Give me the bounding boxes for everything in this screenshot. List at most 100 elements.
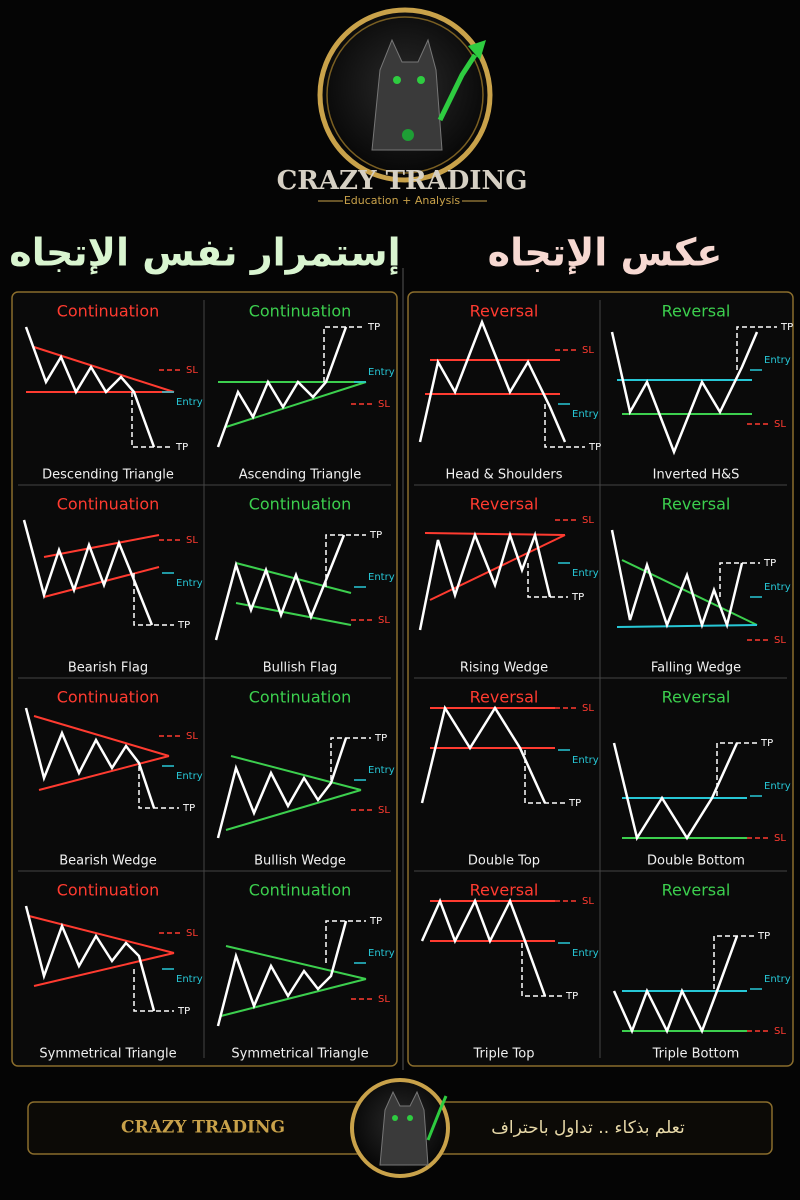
pattern-cell: Continuation SL Entry TP Bearish Wedge	[24, 688, 203, 869]
price-line	[24, 905, 156, 1012]
footer-brand: CRAZY TRADING	[121, 1118, 285, 1138]
entry-label: Entry	[764, 355, 791, 366]
pattern-cell: Continuation SL Entry TP Bullish Flag	[214, 495, 395, 676]
pattern-cell: Continuation SL Entry TP Bearish Flag	[22, 495, 203, 676]
pattern-cell: Reversal SL Entry TP Falling Wedge	[610, 495, 791, 676]
tp-line	[524, 750, 565, 804]
pattern-cell: Reversal SL Entry TP Head & Shoulders	[418, 302, 601, 483]
trend-line	[220, 978, 367, 1017]
pattern-name: Bearish Wedge	[59, 854, 157, 869]
tp-label: TP	[369, 530, 382, 541]
trend-line	[225, 381, 367, 428]
pattern-tag: Reversal	[470, 881, 539, 900]
tp-label: TP	[588, 442, 601, 453]
pattern-name: Triple Bottom	[652, 1047, 740, 1062]
tp-line	[330, 737, 371, 780]
entry-label: Entry	[572, 948, 599, 959]
trend-line	[33, 715, 170, 757]
pattern-cell: Reversal SL Entry TP Triple Top	[420, 881, 599, 1062]
trend-line	[43, 566, 160, 598]
entry-label: Entry	[368, 948, 395, 959]
pattern-tag: Continuation	[57, 495, 160, 514]
sl-label: SL	[774, 419, 786, 430]
pattern-name: Double Bottom	[647, 854, 745, 869]
trend-line	[235, 562, 352, 594]
pattern-name: Bullish Flag	[263, 661, 337, 676]
pattern-name: Triple Top	[473, 1047, 535, 1062]
sl-label: SL	[186, 928, 198, 939]
pattern-tag: Continuation	[249, 302, 352, 321]
entry-label: Entry	[368, 765, 395, 776]
tp-line	[133, 573, 174, 626]
tp-label: TP	[780, 322, 793, 333]
price-line	[22, 519, 154, 626]
entry-label: Entry	[572, 568, 599, 579]
tp-line	[716, 742, 757, 796]
section-title: عكس الإتجاه	[488, 231, 723, 275]
sl-label: SL	[582, 896, 594, 907]
brand: CRAZY TRADING	[277, 166, 528, 196]
pattern-cell: Reversal SL Entry TP Double Top	[420, 688, 599, 869]
pattern-name: Inverted H&S	[653, 468, 740, 483]
tp-label: TP	[177, 620, 190, 631]
tp-line	[138, 766, 179, 809]
price-line	[610, 529, 744, 630]
price-line	[420, 897, 547, 997]
pattern-tag: Reversal	[470, 302, 539, 321]
sl-label: SL	[186, 731, 198, 742]
price-line	[418, 318, 567, 443]
sl-label: SL	[186, 535, 198, 546]
sl-label: SL	[582, 703, 594, 714]
entry-label: Entry	[176, 578, 203, 589]
pattern-cell: Reversal SL Entry TP Triple Bottom	[612, 881, 791, 1062]
sl-label: SL	[582, 345, 594, 356]
trend-line	[225, 789, 362, 831]
tp-line	[325, 920, 366, 963]
tp-label: TP	[177, 1006, 190, 1017]
tp-line	[719, 562, 760, 597]
trend-line	[33, 952, 175, 987]
pattern-cell: Reversal SL Entry TP Double Bottom	[612, 688, 791, 869]
entry-label: Entry	[764, 781, 791, 792]
pattern-tag: Continuation	[57, 688, 160, 707]
tp-label: TP	[760, 738, 773, 749]
tp-line	[544, 404, 585, 448]
logo	[317, 7, 493, 183]
sl-label: SL	[774, 833, 786, 844]
tp-label: TP	[565, 991, 578, 1002]
footer-slogan: تعلم بذكاء .. تداول باحتراف	[491, 1118, 685, 1138]
entry-label: Entry	[368, 572, 395, 583]
sl-label: SL	[186, 365, 198, 376]
pattern-tag: Reversal	[662, 495, 731, 514]
sl-label: SL	[378, 399, 390, 410]
pattern-name: Head & Shoulders	[445, 468, 562, 483]
tp-label: TP	[182, 803, 195, 814]
price-line	[610, 331, 759, 456]
tp-label: TP	[374, 733, 387, 744]
pattern-name: Rising Wedge	[460, 661, 548, 676]
pattern-name: Symmetrical Triangle	[231, 1047, 368, 1062]
pattern-name: Double Top	[468, 854, 540, 869]
trend-line	[43, 534, 160, 558]
pattern-cell: Continuation SL Entry TP Symmetrical Triangl…	[216, 881, 395, 1062]
tp-line	[521, 943, 562, 997]
trend-line	[235, 602, 352, 626]
trend-line	[230, 755, 362, 791]
price-line	[24, 326, 156, 448]
price-line	[216, 326, 348, 448]
pattern-name: Bearish Flag	[68, 661, 148, 676]
price-line	[418, 530, 552, 631]
tp-label: TP	[369, 916, 382, 927]
pattern-tag: Continuation	[57, 881, 160, 900]
tp-label: TP	[763, 558, 776, 569]
pattern-cell: Reversal SL Entry TP Rising Wedge	[418, 495, 599, 676]
pattern-name: Ascending Triangle	[239, 468, 362, 483]
pattern-tag: Reversal	[470, 688, 539, 707]
price-line	[612, 742, 739, 842]
entry-label: Entry	[176, 397, 203, 408]
price-line	[214, 534, 346, 641]
tp-label: TP	[757, 931, 770, 942]
pattern-cell: Continuation SL Entry TP Symmetrical Triangl…	[24, 881, 203, 1062]
entry-label: Entry	[176, 974, 203, 985]
price-line	[420, 704, 547, 804]
